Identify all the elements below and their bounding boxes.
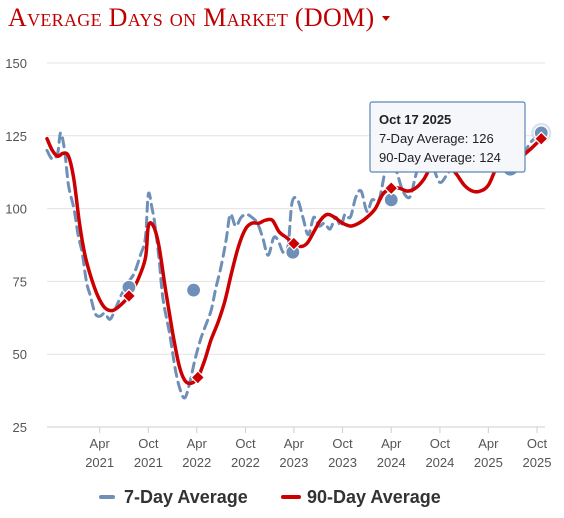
- x-tick-label-year: 2021: [85, 455, 114, 470]
- series-line-90-day-average[interactable]: [45, 136, 544, 386]
- x-tick-label-month: Apr: [187, 436, 208, 451]
- tooltip: Oct 17 2025 7-Day Average: 126 90-Day Av…: [369, 101, 526, 173]
- x-tick-label-month: Apr: [478, 436, 499, 451]
- marker-90day[interactable]: [286, 236, 302, 251]
- chart-title-dropdown[interactable]: Average Days on Market (DOM): [8, 2, 391, 34]
- x-tick-label-month: Oct: [138, 436, 159, 451]
- x-axis: Apr 2021 Oct 2021 Apr 2022 Oct 2022 Apr 2023 Oct 20…: [47, 426, 552, 470]
- x-tick-label-year: 2022: [231, 455, 260, 470]
- y-axis-labels: 150 125 100 75 50 25: [5, 56, 27, 435]
- x-tick-label-month: Apr: [381, 436, 402, 451]
- legend-item-90day[interactable]: 90-Day Average: [281, 487, 441, 507]
- marker-90day[interactable]: [533, 131, 549, 147]
- marker-layer: [121, 122, 552, 385]
- y-tick-label: 75: [13, 274, 27, 289]
- x-tick-label-month: Apr: [90, 436, 111, 451]
- marker-90day[interactable]: [190, 370, 206, 385]
- x-tick-label-month: Oct: [332, 436, 353, 451]
- marker-90day[interactable]: [383, 180, 399, 196]
- x-tick-label-month: Oct: [527, 436, 548, 451]
- x-tick-label-year: 2022: [182, 455, 211, 470]
- chevron-down-icon[interactable]: [382, 15, 391, 21]
- y-tick-label: 125: [5, 129, 27, 144]
- tooltip-90day: 90-Day Average: 124: [379, 150, 501, 165]
- x-tick-label-year: 2024: [377, 455, 406, 470]
- y-tick-label: 150: [5, 56, 27, 71]
- tooltip-box: [369, 101, 526, 173]
- tooltip-date: Oct 17 2025: [379, 112, 451, 127]
- legend-item-7day[interactable]: 7-Day Average: [99, 487, 248, 507]
- legend: 7-Day Average 90-Day Average: [99, 487, 441, 507]
- x-tick-label-year: 2024: [425, 455, 454, 470]
- marker-7day[interactable]: [185, 282, 202, 298]
- x-tick-label-year: 2025: [523, 455, 552, 470]
- chart-title: Average Days on Market (DOM): [8, 3, 375, 32]
- legend-label-90day: 90-Day Average: [307, 487, 441, 507]
- x-tick-label-month: Oct: [430, 436, 451, 451]
- legend-label-7day: 7-Day Average: [124, 487, 248, 507]
- x-tick-label-year: 2023: [279, 455, 308, 470]
- tooltip-7day: 7-Day Average: 126: [379, 131, 494, 146]
- x-tick-label-year: 2021: [134, 455, 163, 470]
- y-tick-label: 100: [5, 202, 27, 217]
- marker-90day[interactable]: [121, 288, 137, 304]
- x-tick-label-year: 2023: [328, 455, 357, 470]
- y-tick-label: 50: [13, 347, 27, 362]
- x-tick-label-year: 2025: [474, 455, 503, 470]
- x-tick-label-month: Apr: [284, 436, 305, 451]
- x-tick-label-month: Oct: [235, 436, 256, 451]
- y-tick-label: 25: [13, 420, 27, 435]
